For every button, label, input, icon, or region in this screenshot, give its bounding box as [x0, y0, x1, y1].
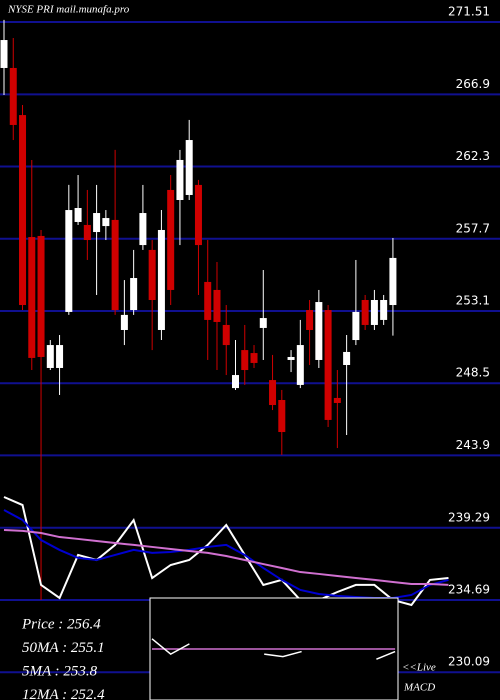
- y-tick-label: 271.51: [448, 4, 490, 18]
- candle-body: [139, 213, 147, 246]
- candle-body: [19, 115, 27, 306]
- candle-body: [241, 350, 249, 371]
- candle-body: [111, 219, 119, 311]
- ma-line: [3, 528, 449, 586]
- y-tick-label: 243.9: [456, 438, 490, 452]
- candle-body: [278, 400, 286, 433]
- candle-body: [0, 40, 8, 68]
- candle-body: [167, 189, 175, 290]
- y-tick-label: 239.29: [448, 510, 490, 524]
- y-tick-label: 234.69: [448, 583, 490, 597]
- candle-body: [259, 318, 267, 328]
- candle-body: [213, 289, 221, 322]
- macd-label: MACD: [403, 682, 435, 694]
- candle-body: [232, 375, 239, 389]
- candle-body: [250, 353, 258, 363]
- chart-title: NYSE PRI mail.munafa.pro: [7, 4, 130, 16]
- live-label: <<Live: [402, 662, 436, 674]
- candle-body: [287, 356, 295, 360]
- candle-body: [296, 345, 304, 385]
- macd-line: [151, 638, 396, 660]
- info-text: 50MA : 255.1: [22, 640, 105, 656]
- candle-body: [370, 300, 378, 325]
- y-tick-label: 248.5: [456, 366, 490, 380]
- candle-body: [130, 278, 138, 311]
- candle-body: [102, 218, 110, 227]
- candle-body: [93, 213, 101, 233]
- y-tick-label: 253.1: [456, 293, 490, 307]
- candle-body: [56, 345, 64, 368]
- candle-body: [176, 159, 184, 200]
- candle-body: [222, 324, 230, 346]
- candle-body: [9, 67, 17, 125]
- candle-body: [315, 302, 323, 360]
- y-tick-label: 230.09: [448, 655, 490, 669]
- candle-body: [333, 397, 341, 403]
- candle-body: [343, 351, 351, 365]
- y-tick-label: 266.9: [456, 77, 490, 91]
- candle-body: [269, 380, 277, 406]
- candle-body: [120, 314, 128, 330]
- info-text: Price : 256.4: [21, 616, 101, 632]
- candle-body: [389, 257, 397, 306]
- candle-body: [74, 208, 82, 222]
- candle-body: [306, 310, 314, 330]
- candle-body: [83, 224, 91, 241]
- candle-body: [148, 249, 156, 300]
- candle-body: [28, 237, 36, 358]
- candle-body: [185, 140, 193, 195]
- candle-body: [380, 300, 388, 320]
- candle-body: [324, 310, 332, 420]
- info-text: 5MA : 253.8: [22, 663, 98, 679]
- y-tick-label: 262.3: [456, 149, 490, 163]
- candle-body: [194, 184, 202, 246]
- candle-body: [352, 311, 360, 341]
- info-text: 12MA : 252.4: [22, 687, 105, 700]
- ma-line: [3, 496, 449, 607]
- candle-body: [46, 345, 54, 368]
- candle-body: [37, 235, 45, 357]
- candle-body: [204, 281, 212, 320]
- y-tick-label: 257.7: [456, 221, 490, 235]
- candle-body: [65, 210, 73, 312]
- candle-body: [157, 229, 165, 330]
- candle-body: [361, 300, 369, 325]
